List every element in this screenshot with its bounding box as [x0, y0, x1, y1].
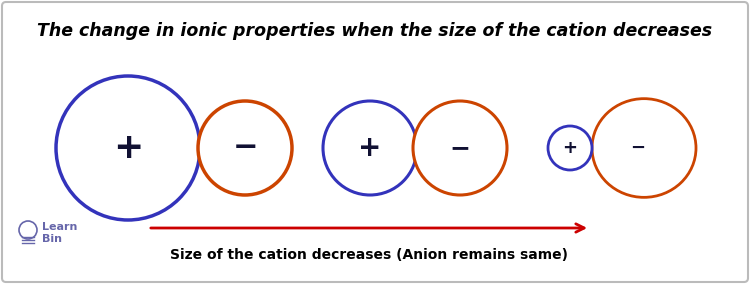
Text: +: + — [112, 131, 143, 165]
Text: Learn
Bin: Learn Bin — [42, 222, 77, 244]
Text: The change in ionic properties when the size of the cation decreases: The change in ionic properties when the … — [38, 22, 712, 40]
Circle shape — [548, 126, 592, 170]
Ellipse shape — [592, 99, 696, 197]
Circle shape — [19, 221, 37, 239]
Text: −: − — [631, 139, 646, 157]
Text: −: − — [449, 136, 470, 160]
Ellipse shape — [413, 101, 507, 195]
Text: Size of the cation decreases (Anion remains same): Size of the cation decreases (Anion rema… — [170, 248, 568, 262]
Ellipse shape — [198, 101, 292, 195]
Text: +: + — [358, 134, 382, 162]
Circle shape — [56, 76, 200, 220]
Text: +: + — [562, 139, 578, 157]
Circle shape — [323, 101, 417, 195]
Text: −: − — [232, 133, 258, 162]
